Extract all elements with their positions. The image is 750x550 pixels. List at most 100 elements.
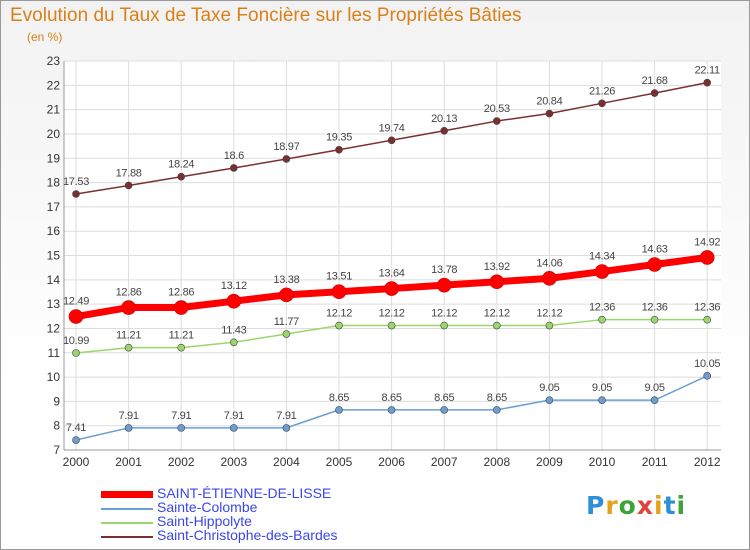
y-tick-label: 13 xyxy=(47,297,61,311)
data-point xyxy=(650,89,659,97)
data-point xyxy=(331,284,347,300)
data-point xyxy=(436,277,452,293)
y-tick-label: 21 xyxy=(47,103,61,117)
data-point xyxy=(173,300,189,315)
x-tick-label: 2003 xyxy=(220,455,247,469)
data-point xyxy=(650,396,659,404)
y-tick-label: 12 xyxy=(47,321,61,335)
data-point xyxy=(545,321,554,330)
data-point xyxy=(72,349,80,357)
data-label: 14.63 xyxy=(642,243,668,255)
data-point xyxy=(703,315,712,324)
legend-label: Saint-Hippolyte xyxy=(157,513,252,529)
data-label: 18.6 xyxy=(224,150,244,162)
x-tick-label: 2006 xyxy=(378,455,405,469)
data-label: 20.53 xyxy=(484,103,510,115)
data-label: 13.51 xyxy=(326,271,352,283)
proxiti-logo: Proxiti xyxy=(586,491,686,520)
data-label: 20.84 xyxy=(536,96,562,108)
data-point xyxy=(545,109,554,118)
data-label: 12.12 xyxy=(379,308,405,320)
logo-letter: P xyxy=(586,491,606,520)
data-label: 17.53 xyxy=(63,176,89,188)
data-label: 11.77 xyxy=(274,316,299,328)
data-point xyxy=(230,424,238,432)
series-2: 10.99 11.21 11.21 11.43 11.77 12.12 12.12 12.12… xyxy=(63,302,721,357)
data-point xyxy=(279,287,294,303)
legend-label: Sainte-Colombe xyxy=(157,499,258,515)
x-tick-label: 2002 xyxy=(168,455,195,469)
data-point xyxy=(68,309,84,324)
x-tick-label: 2008 xyxy=(483,455,510,469)
data-label: 19.74 xyxy=(379,122,405,134)
data-point xyxy=(703,372,712,380)
data-label: 13.64 xyxy=(379,268,405,280)
x-tick-label: 2012 xyxy=(694,455,721,469)
data-label: 7.91 xyxy=(224,410,244,422)
legend-swatch xyxy=(101,536,153,538)
data-point xyxy=(124,181,133,190)
data-label: 7.91 xyxy=(171,410,191,422)
data-label: 12.12 xyxy=(484,308,510,320)
data-label: 12.12 xyxy=(326,308,352,320)
x-tick-label: 2007 xyxy=(431,455,458,469)
legend-swatch xyxy=(101,491,153,498)
data-label: 12.36 xyxy=(642,302,668,314)
data-label: 12.12 xyxy=(431,308,457,320)
data-point xyxy=(492,117,501,125)
data-label: 21.26 xyxy=(589,85,615,97)
data-point xyxy=(492,321,501,330)
data-label: 13.12 xyxy=(221,280,247,292)
logo-letter: r xyxy=(605,491,619,520)
data-point xyxy=(72,190,80,198)
data-point xyxy=(387,321,396,330)
x-tick-label: 2010 xyxy=(589,455,616,469)
data-point xyxy=(230,338,238,347)
series-3: 17.53 17.88 18.24 18.6 18.97 19.35 19.74 20.13 2… xyxy=(63,65,720,198)
legend-label: Saint-Christophe-des-Bardes xyxy=(157,527,338,543)
data-point xyxy=(335,145,343,154)
data-label: 11.21 xyxy=(116,330,141,342)
y-tick-label: 15 xyxy=(47,249,61,263)
logo-letter: i xyxy=(654,491,664,520)
y-tick-label: 20 xyxy=(47,127,61,141)
data-point xyxy=(226,293,242,309)
data-point xyxy=(440,126,449,135)
data-point xyxy=(598,396,606,404)
data-point xyxy=(440,321,449,330)
data-label: 13.38 xyxy=(273,274,299,286)
data-label: 12.36 xyxy=(589,302,615,314)
series-1: 7.41 7.91 7.91 7.91 7.91 8.65 8.65 8.65 8.65 9.05… xyxy=(66,358,721,444)
data-label: 9.05 xyxy=(644,382,664,394)
data-point xyxy=(177,343,185,352)
data-point xyxy=(594,264,610,279)
data-label: 7.41 xyxy=(66,422,86,434)
y-tick-label: 8 xyxy=(53,419,60,433)
data-point xyxy=(121,300,136,315)
logo-letter: x xyxy=(636,491,654,520)
data-label: 8.65 xyxy=(329,392,349,404)
data-label: 14.92 xyxy=(694,236,720,248)
data-point xyxy=(177,172,185,181)
data-point xyxy=(545,396,554,404)
data-label: 21.68 xyxy=(642,75,668,87)
data-label: 12.36 xyxy=(694,302,720,314)
data-label: 10.99 xyxy=(63,335,89,347)
data-label: 14.06 xyxy=(536,257,562,269)
x-tick-label: 2004 xyxy=(273,455,300,469)
legend-item: SAINT-ÉTIENNE-DE-LISSE xyxy=(101,485,431,503)
data-point xyxy=(489,274,505,290)
chart-title: Evolution du Taux de Taxe Foncière sur l… xyxy=(10,5,522,26)
data-label: 8.65 xyxy=(434,392,454,404)
data-point xyxy=(440,406,449,414)
legend-item: Saint-Christophe-des-Bardes xyxy=(101,527,431,545)
data-label: 8.65 xyxy=(487,392,507,404)
data-point xyxy=(335,406,343,414)
x-tick-label: 2000 xyxy=(63,455,90,469)
legend-swatch xyxy=(101,522,153,524)
logo-letter: o xyxy=(618,491,637,520)
data-point xyxy=(282,330,291,338)
x-tick-label: 2011 xyxy=(642,455,668,469)
